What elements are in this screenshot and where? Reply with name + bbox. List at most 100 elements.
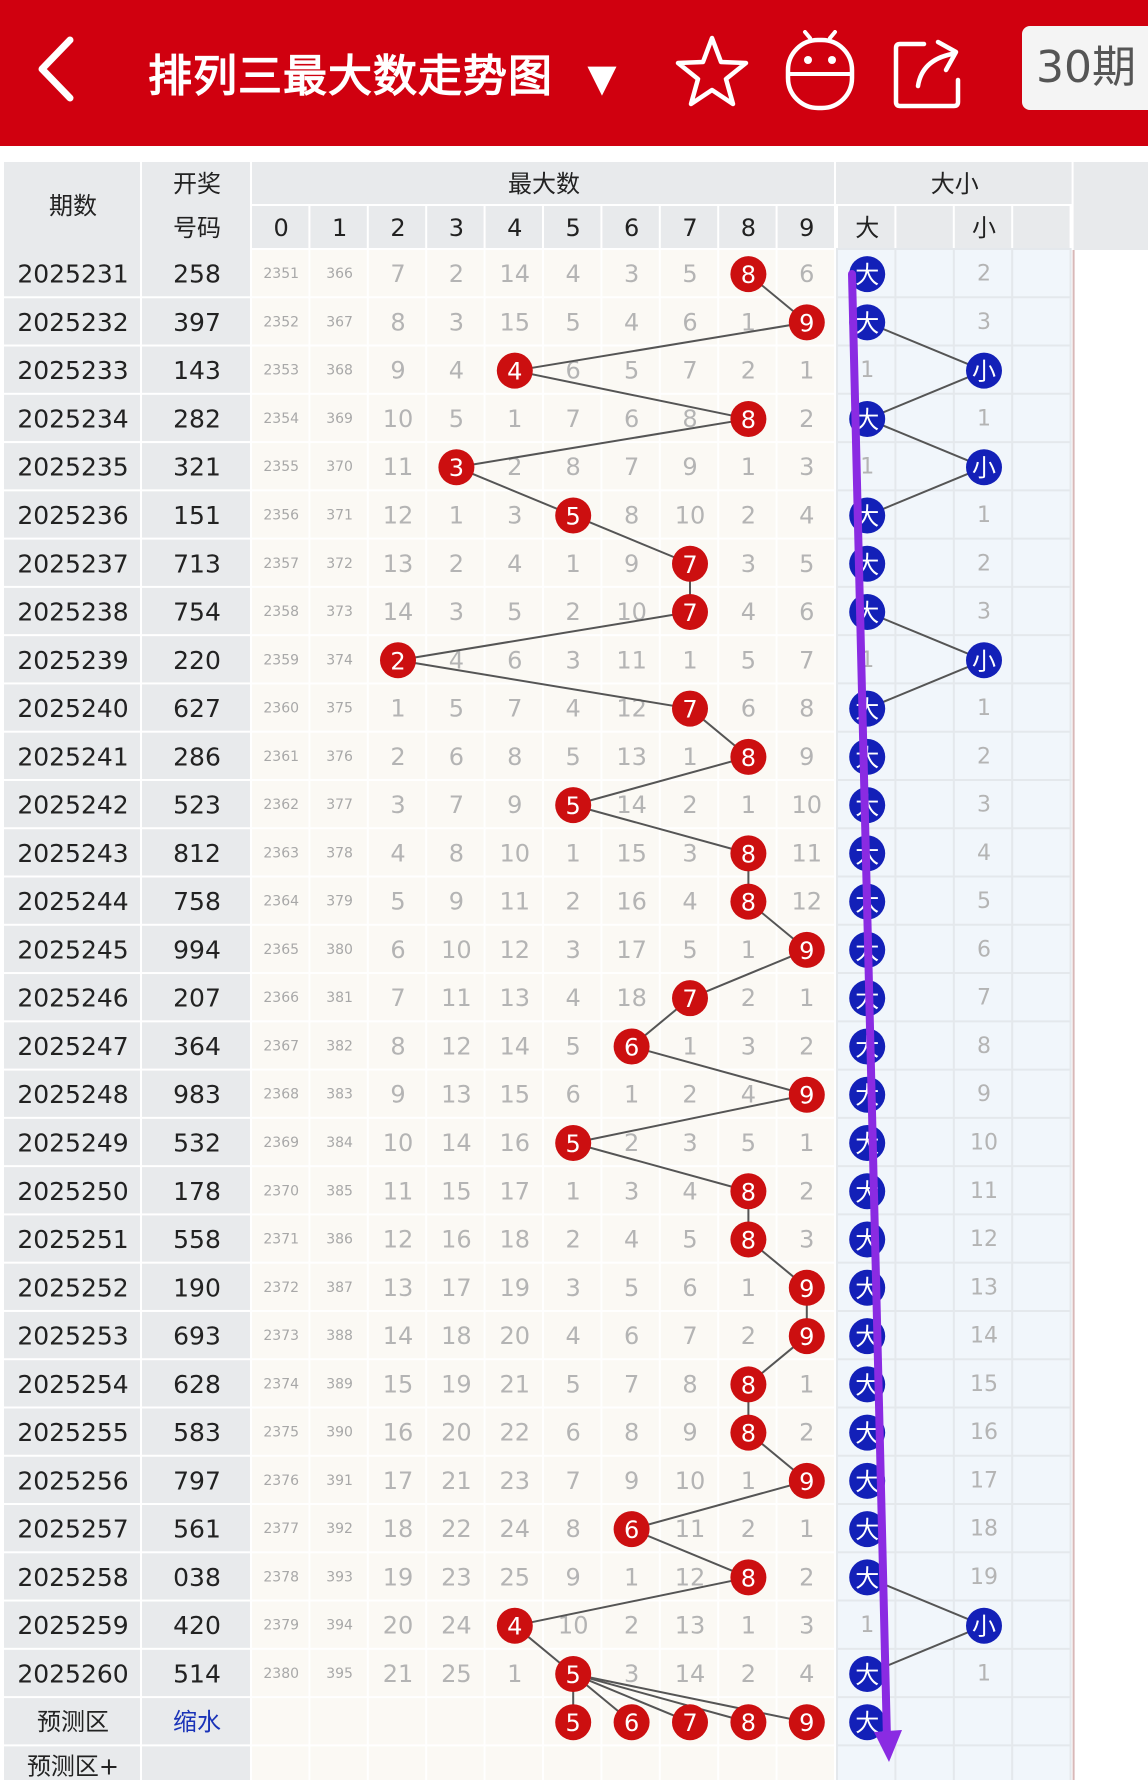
digit-cell-bg [368, 1746, 426, 1780]
issue-number: 2025245 [17, 935, 128, 964]
digit-cell-bg [427, 1746, 484, 1780]
miss-value: 1 [741, 308, 756, 336]
issue-cell-bg [4, 587, 140, 635]
digit-cell-bg [252, 1553, 309, 1600]
digit-cell-bg [310, 1022, 367, 1069]
digit-cell-bg [252, 1311, 309, 1359]
draw-number: 282 [173, 404, 221, 433]
draw-cell-bg [142, 732, 250, 779]
digit-cell-bg [719, 636, 776, 683]
predict-ball [788, 1704, 825, 1741]
max-ball-label: 5 [566, 792, 581, 820]
digit-cell-bg [427, 250, 484, 297]
miss-value: 376 [326, 749, 353, 765]
digit-header-bg [427, 206, 484, 248]
back-icon[interactable] [30, 34, 80, 104]
miss-value: 3 [799, 1612, 814, 1640]
issue-cell-bg [4, 1263, 140, 1310]
star-icon[interactable] [672, 30, 752, 114]
digit-cell-bg [310, 1263, 367, 1310]
miss-value: 10 [675, 501, 706, 529]
trend-line [397, 659, 691, 710]
draw-cell-bg [142, 636, 250, 683]
miss-value: 1 [566, 1177, 581, 1205]
miss-value: 6 [624, 1322, 639, 1350]
miss-value: 2351 [263, 266, 299, 282]
digit-header-6: 6 [624, 214, 639, 242]
miss-value: 2 [741, 984, 756, 1012]
size-miss-value: 1 [977, 1661, 991, 1686]
draw-number: 532 [173, 1128, 221, 1157]
miss-value: 18 [616, 984, 647, 1012]
digit-cell-bg [252, 1022, 309, 1069]
issue-cell-bg [4, 780, 140, 828]
size-miss-value: 3 [977, 310, 991, 335]
issue-number: 2025234 [17, 404, 128, 433]
digit-cell-bg [719, 1649, 776, 1697]
digit-header-bg [602, 206, 659, 248]
miss-value: 6 [682, 308, 697, 336]
draw-cell-bg [142, 684, 250, 731]
digit-cell-bg [427, 1649, 484, 1697]
miss-value: 7 [624, 1370, 639, 1398]
digit-cell-bg [252, 1360, 309, 1407]
digit-cell-bg [777, 684, 834, 731]
digit-cell-bg [427, 780, 484, 828]
digit-cell-bg [427, 491, 484, 538]
miss-value: 2367 [263, 1038, 299, 1054]
issue-cell-bg [4, 974, 140, 1021]
digit-cell-bg [252, 298, 309, 345]
digit-cell-bg [368, 732, 426, 779]
draw-number: 321 [173, 453, 221, 482]
digit-cell-bg [602, 1263, 659, 1310]
miss-value: 17 [441, 1274, 472, 1302]
digit-cell-bg [602, 491, 659, 538]
miss-value: 2375 [263, 1425, 299, 1441]
digit-header-bg [777, 206, 834, 248]
miss-value: 1 [799, 1515, 814, 1543]
draw-cell-bg [142, 974, 250, 1021]
max-ball [672, 980, 708, 1017]
draw-cell-bg [142, 780, 250, 828]
issue-cell-bg [4, 1601, 140, 1648]
max-ball-label: 6 [624, 1033, 639, 1061]
miss-value: 3 [741, 550, 756, 578]
draw-number: 286 [173, 742, 221, 771]
draw-cell-bg [142, 1167, 250, 1214]
size-ball [849, 1559, 886, 1596]
miss-value: 10 [500, 839, 531, 867]
digit-cell-bg [485, 1215, 542, 1262]
miss-value: 19 [383, 1563, 414, 1591]
issue-number: 2025259 [17, 1611, 128, 1640]
period-select-button[interactable]: 30期 [1022, 26, 1148, 110]
share-icon[interactable] [888, 30, 968, 114]
miss-value: 2 [799, 1419, 814, 1447]
digit-cell-bg [602, 1649, 659, 1697]
miss-value: 1 [682, 1032, 697, 1060]
digit-cell-bg [719, 1022, 776, 1069]
digit-cell-bg [368, 491, 426, 538]
digit-cell-bg [427, 298, 484, 345]
miss-value: 17 [500, 1177, 531, 1205]
robot-icon[interactable] [780, 30, 860, 114]
max-group-header: 最大数 [508, 170, 580, 198]
draw-cell-bg [142, 346, 250, 393]
issue-cell-bg [4, 346, 140, 393]
miss-value: 21 [500, 1370, 531, 1398]
miss-value: 390 [326, 1425, 353, 1441]
digit-cell-bg [252, 1118, 309, 1166]
digit-cell-bg [777, 780, 834, 828]
digit-cell-bg [485, 684, 542, 731]
digit-cell-bg [719, 684, 776, 731]
digit-cell-bg [485, 1118, 542, 1166]
digit-cell-bg [310, 250, 367, 297]
miss-value: 15 [500, 1081, 531, 1109]
predict-ball-label: 8 [741, 1709, 756, 1737]
digit-cell-bg [660, 1022, 718, 1069]
digit-cell-bg [252, 1601, 309, 1648]
miss-value: 4 [507, 550, 522, 578]
page-title[interactable]: 排列三最大数走势图 ▼ [148, 40, 618, 104]
digit-cell-bg [719, 346, 776, 393]
max-ball [672, 545, 708, 582]
draw-number: 038 [173, 1563, 221, 1592]
